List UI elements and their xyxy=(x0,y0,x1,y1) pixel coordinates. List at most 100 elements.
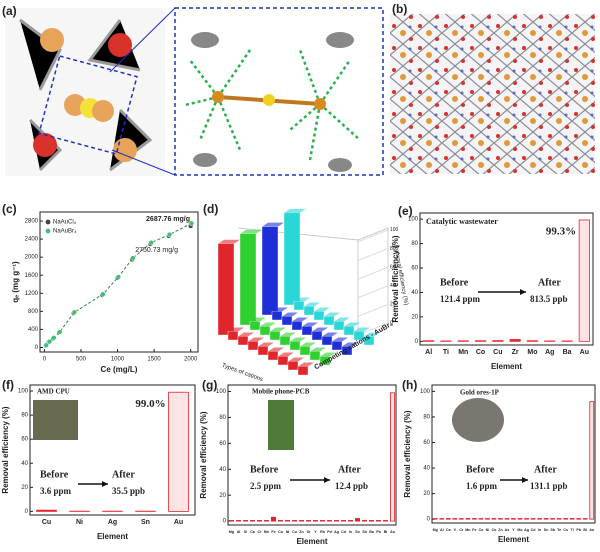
z-tick-label: 60 xyxy=(390,264,396,270)
x-tick-label: 1500 xyxy=(147,357,161,363)
grid-line xyxy=(357,303,389,317)
z-tick-label: 80 xyxy=(390,246,396,252)
bar xyxy=(291,520,297,522)
annotation: 3.6 ppm xyxy=(40,486,72,496)
panel-label: (b) xyxy=(392,2,407,16)
y-tick-label: 20 xyxy=(411,314,418,320)
annotation: AMD CPU xyxy=(37,388,70,396)
bar-top xyxy=(228,327,244,332)
bar xyxy=(526,340,539,342)
bar xyxy=(297,366,309,376)
x-tick-label: Co xyxy=(278,530,284,534)
bar-top xyxy=(294,297,310,302)
value-label: 99.3% xyxy=(546,225,576,237)
bar-top xyxy=(282,312,298,317)
bar xyxy=(343,326,355,336)
x-tick-label: Cu xyxy=(492,528,497,532)
panel-label: (a) xyxy=(2,4,17,18)
bar-top xyxy=(300,342,316,347)
bar-top xyxy=(322,332,338,337)
bar xyxy=(504,518,510,520)
y-tick-label: 40 xyxy=(219,467,226,473)
x-tick-label: Pd xyxy=(327,530,332,534)
y-tick-label: 400 xyxy=(28,327,39,333)
bar xyxy=(323,316,335,326)
bar-top xyxy=(260,322,276,327)
bar-top xyxy=(320,352,336,357)
point xyxy=(46,338,53,345)
bar xyxy=(576,518,582,520)
annotation: 35.5 ppb xyxy=(112,486,145,496)
cpu-photo xyxy=(33,400,78,440)
panel-label: (e) xyxy=(398,204,413,218)
y-axis-label: Removal efficiency (%) xyxy=(1,406,10,493)
bar xyxy=(309,351,321,361)
bar xyxy=(452,518,458,520)
y-tick-label: 0 xyxy=(25,509,29,515)
bar-top xyxy=(304,302,320,307)
bar xyxy=(313,311,325,321)
x-tick-label: Te xyxy=(557,528,561,532)
x-tick-label: Y xyxy=(512,528,515,532)
bar-top xyxy=(364,332,380,337)
y-tick-label: 100 xyxy=(408,217,419,223)
arrow-head xyxy=(520,289,526,295)
x-tick-label: Fe xyxy=(271,530,275,534)
x-tick-label: Ag xyxy=(524,528,529,532)
arrow-head xyxy=(324,477,330,483)
x-tick-label: Ag xyxy=(334,530,339,534)
bar xyxy=(582,518,588,520)
bar xyxy=(242,520,248,522)
x-tick-label: Mn xyxy=(465,528,470,532)
x-tick-label: Sr xyxy=(307,530,311,534)
annotation: Before xyxy=(440,277,469,288)
annotation: 131.1 ppb xyxy=(530,481,568,491)
y-tick-label: 0 xyxy=(415,339,419,345)
x-tick-label: In xyxy=(349,530,352,534)
annotation: Before xyxy=(250,464,279,475)
bar xyxy=(277,356,289,366)
bar xyxy=(524,518,529,520)
y-tick-label: 60 xyxy=(423,440,430,446)
x-tick-label: Rh xyxy=(320,530,325,534)
point xyxy=(148,240,154,246)
x-tick-label: Ca xyxy=(446,528,452,532)
bar xyxy=(269,331,281,341)
bar xyxy=(578,219,590,342)
bar xyxy=(256,520,262,522)
bar-top xyxy=(342,342,358,347)
bar xyxy=(445,518,451,520)
bar xyxy=(375,520,381,522)
point xyxy=(166,231,173,238)
annotation: 2750.73 mg/g xyxy=(135,247,178,254)
point xyxy=(71,309,78,315)
bar xyxy=(511,518,516,520)
y-tick-label: 0 xyxy=(427,517,431,523)
bar xyxy=(389,392,395,522)
bar xyxy=(491,518,497,520)
plot-frame xyxy=(29,384,196,516)
annotation: 121.4 ppm xyxy=(440,294,481,304)
x-axis-label: Types of cations xyxy=(221,363,264,383)
x-tick-label: Al xyxy=(440,528,444,532)
bar xyxy=(498,518,503,520)
x-tick-label: Au xyxy=(580,349,589,356)
bar xyxy=(569,518,575,520)
fit-line xyxy=(45,222,192,346)
grid-line xyxy=(357,248,389,261)
bar-top xyxy=(288,357,304,362)
bar xyxy=(368,520,374,522)
bar xyxy=(235,520,241,522)
bar xyxy=(485,518,490,520)
x-tick-label: Mn xyxy=(458,349,468,356)
point xyxy=(188,220,195,226)
y-tick-label: 60 xyxy=(411,266,418,272)
bar xyxy=(291,321,303,331)
annotation: Before xyxy=(466,464,495,475)
bar xyxy=(321,336,333,346)
bar xyxy=(281,316,293,326)
x-tick-label: Cr xyxy=(258,530,263,534)
bar-top xyxy=(312,327,328,332)
bar xyxy=(299,346,311,356)
plot-frame xyxy=(419,212,594,346)
